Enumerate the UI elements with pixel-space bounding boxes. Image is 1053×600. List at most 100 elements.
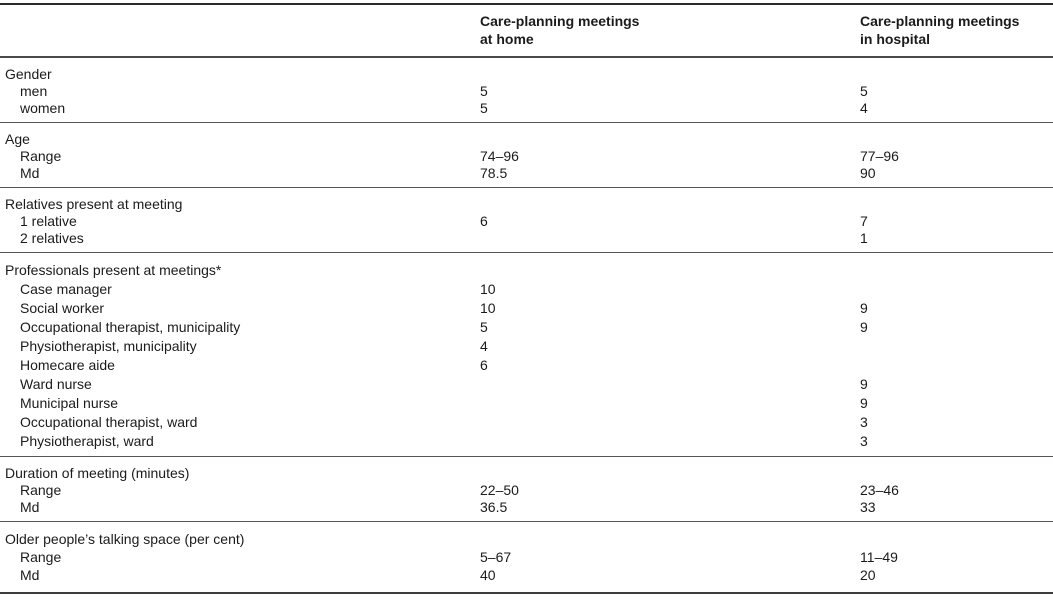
section-gender: Gender men 5 5 women 5 4 [0,57,1053,123]
section-title: Older people’s talking space (per cent) [5,531,245,547]
section-title-row: Gender [0,57,1053,83]
home-value: 36.5 [480,499,508,515]
section-title: Professionals present at meetings* [5,262,222,278]
table-row: Md 78.5 90 [0,165,1053,188]
section-age: Age Range 74–96 77–96 Md 78.5 90 [0,122,1053,188]
care-planning-table: Care-planning meetings at home Care-plan… [0,3,1053,594]
hospital-value [860,280,1053,299]
row-label: Physiotherapist, ward [20,433,154,449]
hospital-value: 9 [860,395,868,411]
row-label: Md [20,165,40,181]
hospital-value: 77–96 [860,148,899,164]
table-row: men 5 5 [0,83,1053,100]
hospital-value [860,337,1053,356]
home-value: 78.5 [480,165,508,181]
row-label: Social worker [20,300,105,316]
table-row: Physiotherapist, ward 3 [0,432,1053,457]
home-value: 22–50 [480,482,519,498]
hospital-value: 3 [860,433,868,449]
hospital-value: 9 [860,300,868,316]
table-row: Ward nurse 9 [0,375,1053,394]
table-row: Physiotherapist, municipality 4 [0,337,1053,356]
table-header: Care-planning meetings at home Care-plan… [0,4,1053,57]
hospital-value: 5 [860,83,868,99]
section-title-row: Relatives present at meeting [0,188,1053,214]
table-row: women 5 4 [0,100,1053,123]
home-value: 5 [480,319,488,335]
row-label: Physiotherapist, municipality [20,338,197,354]
header-row: Care-planning meetings at home Care-plan… [0,4,1053,57]
row-label: Md [20,499,40,515]
home-value: 74–96 [480,148,519,164]
col-header-home: Care-planning meetings at home [480,4,860,57]
home-value: 10 [480,300,496,316]
table-row: Municipal nurse 9 [0,394,1053,413]
section-relatives: Relatives present at meeting 1 relative … [0,187,1053,253]
table-row: Range 22–50 23–46 [0,482,1053,499]
hospital-value: 7 [860,213,868,229]
section-title: Gender [5,66,52,82]
hospital-value: 4 [860,100,868,116]
table-row: Occupational therapist, ward 3 [0,413,1053,432]
home-value: 10 [480,281,496,297]
section-title-row: Older people’s talking space (per cent) [0,522,1053,549]
hospital-value: 23–46 [860,482,899,498]
section-title-row: Age [0,123,1053,149]
home-value: 5 [480,83,488,99]
hospital-value: 90 [860,165,876,181]
section-professionals: Professionals present at meetings* Case … [0,252,1053,457]
hospital-value: 1 [860,230,868,246]
home-value [480,432,860,457]
section-title: Duration of meeting (minutes) [5,465,190,481]
table-row: Md 36.5 33 [0,499,1053,522]
row-label: 2 relatives [20,230,84,246]
home-value: 5 [480,100,488,116]
row-label: Municipal nurse [20,395,119,411]
hospital-value [860,356,1053,375]
hospital-value: 20 [860,567,876,583]
home-value: 6 [480,213,488,229]
col-header-home-line2: at home [480,31,534,47]
hospital-value: 9 [860,319,868,335]
table-row: 2 relatives 1 [0,230,1053,253]
home-value: 40 [480,567,496,583]
row-label: Ward nurse [20,376,92,392]
hospital-value: 11–49 [860,549,898,565]
hospital-value: 3 [860,414,868,430]
row-label: Range [20,549,62,565]
section-title-row: Duration of meeting (minutes) [0,457,1053,483]
row-label: Range [20,148,62,164]
stub-header-cell [0,4,480,57]
home-value: 6 [480,357,488,373]
col-header-hospital-line1: Care-planning meetings [860,13,1020,29]
home-value [480,375,860,394]
row-label: men [20,83,48,99]
row-label: Occupational therapist, ward [20,414,198,430]
table-row: Range 74–96 77–96 [0,148,1053,165]
table-row: Homecare aide 6 [0,356,1053,375]
section-duration: Duration of meeting (minutes) Range 22–5… [0,456,1053,522]
section-title-row: Professionals present at meetings* [0,253,1053,281]
home-value: 4 [480,338,488,354]
row-label: women [20,100,66,116]
hospital-value: 33 [860,499,876,515]
col-header-hospital-line2: in hospital [860,31,930,47]
row-label: Occupational therapist, municipality [20,319,241,335]
table-row: Range 5–67 11–49 [0,548,1053,566]
home-value [480,394,860,413]
home-value [480,230,860,253]
table-row: Md 40 20 [0,566,1053,593]
section-title: Age [5,131,30,147]
col-header-hospital: Care-planning meetings in hospital [860,4,1053,57]
section-title: Relatives present at meeting [5,196,183,212]
table-row: Social worker 10 9 [0,299,1053,318]
table-row: Occupational therapist, municipality 5 9 [0,318,1053,337]
section-talking-space: Older people’s talking space (per cent) … [0,521,1053,594]
row-label: 1 relative [20,213,77,229]
hospital-value: 9 [860,376,868,392]
home-value [480,413,860,432]
row-label: Range [20,482,62,498]
col-header-home-line1: Care-planning meetings [480,13,640,29]
row-label: Md [20,567,40,583]
